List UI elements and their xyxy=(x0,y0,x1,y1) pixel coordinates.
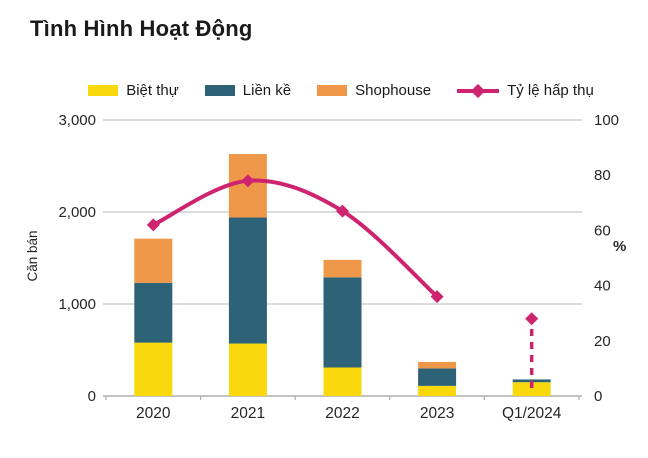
bar-segment-2022 xyxy=(323,367,362,396)
bar-segment-2020 xyxy=(134,342,173,396)
bar-segment-2021 xyxy=(228,217,267,344)
chart-title: Tình Hình Hoạt Động xyxy=(30,16,253,41)
line-marker-icon xyxy=(457,83,500,98)
bar-segment-2020 xyxy=(134,282,173,343)
x-axis-label: 2020 xyxy=(136,405,171,422)
y-axis-tick-label: 0 xyxy=(88,388,96,405)
bar-segment-2021 xyxy=(228,343,267,396)
legend-item-shophouse: Shophouse xyxy=(317,82,431,99)
legend-label-shophouse: Shophouse xyxy=(355,82,432,99)
absorption-rate-marker-2023 xyxy=(430,290,444,304)
secondary-axis-tick-label: 100 xyxy=(594,112,619,129)
legend-swatch-lien-ke xyxy=(204,85,235,96)
y-axis-tick-label: 3,000 xyxy=(58,112,96,129)
absorption-rate-marker-Q1/2024 xyxy=(525,312,539,326)
bar-segment-2022 xyxy=(323,259,362,278)
legend-swatch-shophouse xyxy=(317,85,348,96)
bar-segment-2023 xyxy=(418,361,457,369)
secondary-axis-tick-label: 60 xyxy=(594,222,611,239)
absorption-rate-line xyxy=(151,178,440,299)
legend-item-lien-ke: Liền kề xyxy=(204,82,292,99)
secondary-axis-tick-label: 20 xyxy=(594,333,611,350)
bar-segment-2023 xyxy=(418,385,457,396)
absorption-rate-marker-2021 xyxy=(241,174,255,188)
legend-swatch-biet-thu xyxy=(88,85,119,96)
y-axis-title: Căn bán xyxy=(25,230,40,281)
bar-segment-2020 xyxy=(134,238,173,283)
y-axis-tick-label: 1,000 xyxy=(58,296,96,313)
legend-label-ty-le-hap-thu: Tỷ lệ hấp thụ xyxy=(507,82,594,99)
secondary-axis-tick-label: 0 xyxy=(594,388,602,405)
bar-segment-Q1/2024 xyxy=(512,379,551,383)
legend-item-ty-le-hap-thu: Tỷ lệ hấp thụ xyxy=(457,82,594,99)
bar-segment-Q1/2024 xyxy=(512,382,551,396)
legend-label-lien-ke: Liền kề xyxy=(242,82,292,99)
x-axis-label: 2023 xyxy=(420,405,454,422)
secondary-axis-title: % xyxy=(613,238,626,255)
x-axis-label: 2021 xyxy=(231,405,265,422)
x-axis-label: 2022 xyxy=(325,405,359,422)
legend: Biệt thự Liền kề Shophouse Tỷ lệ hấp thụ xyxy=(0,82,648,99)
legend-label-biet-thu: Biệt thự xyxy=(126,82,179,99)
absorption-rate-marker-2020 xyxy=(146,218,160,232)
bar-segment-2022 xyxy=(323,277,362,368)
secondary-axis-tick-label: 80 xyxy=(594,167,611,184)
legend-item-biet-thu: Biệt thự xyxy=(88,82,179,99)
bar-segment-2023 xyxy=(418,368,457,386)
y-axis-tick-label: 2,000 xyxy=(58,204,96,221)
secondary-axis-tick-label: 40 xyxy=(594,278,611,295)
x-axis-label: Q1/2024 xyxy=(502,405,562,422)
absorption-rate-marker-2022 xyxy=(336,204,349,218)
